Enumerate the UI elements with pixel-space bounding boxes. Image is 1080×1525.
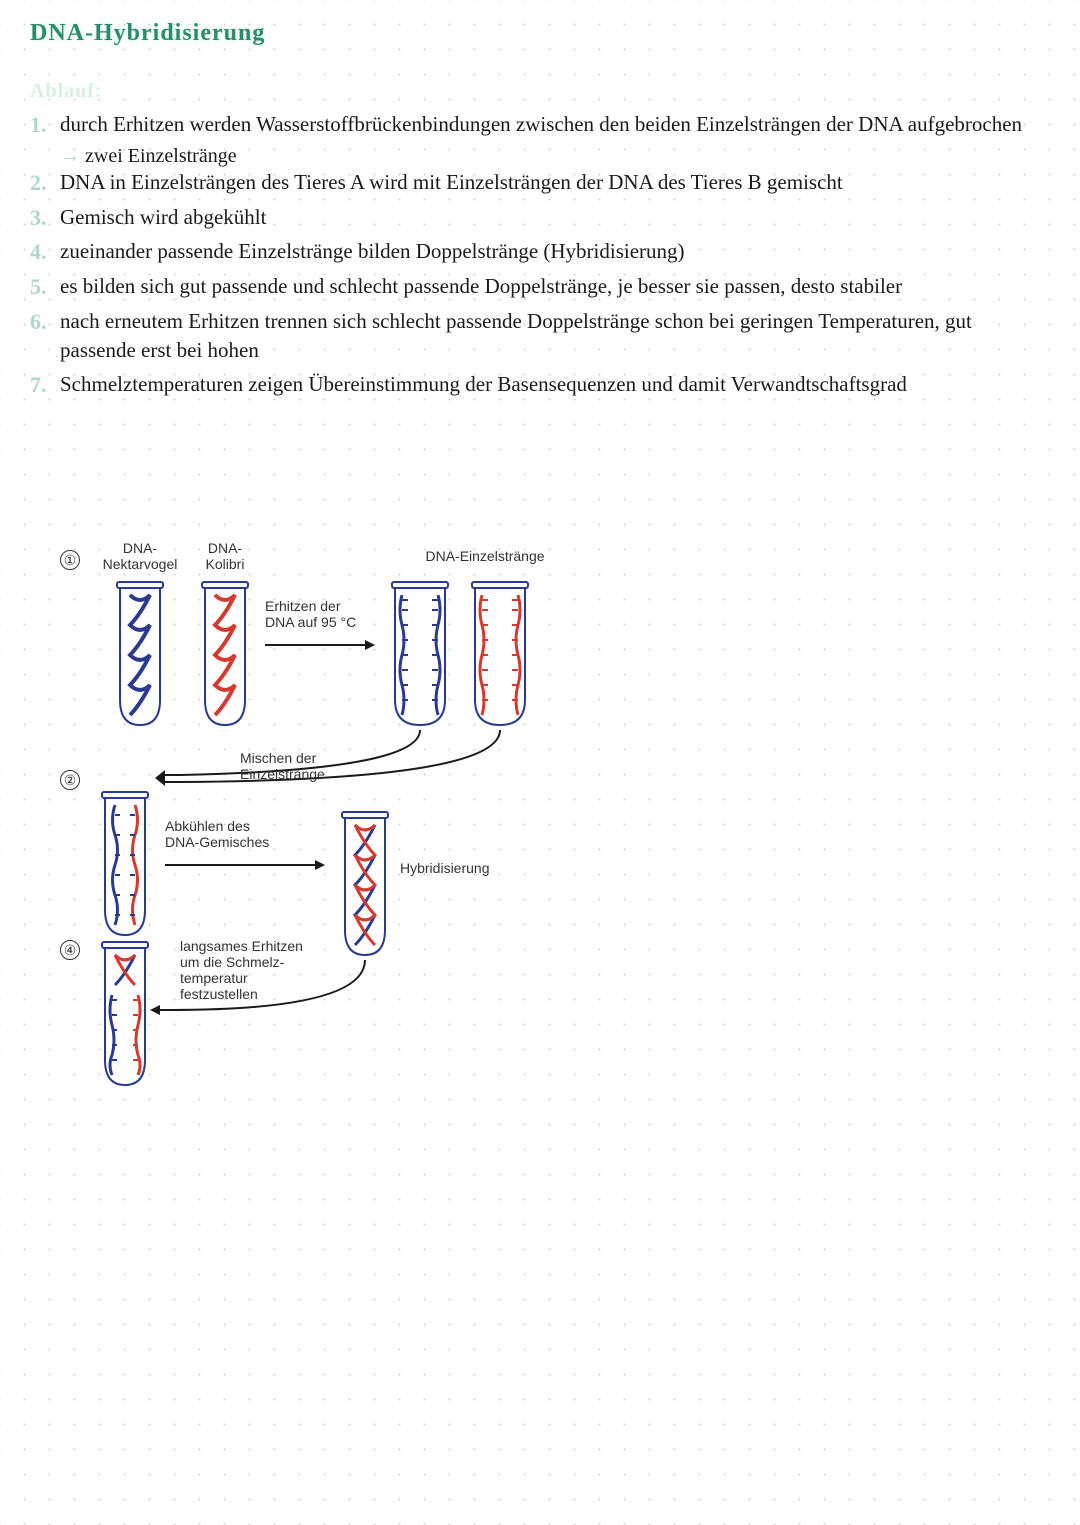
step-text: Schmelztemperaturen zeigen Übereinstimmu…	[60, 370, 907, 399]
step-item: 6. nach erneutem Erhitzen trennen sich s…	[30, 307, 1050, 366]
step-item: 2. DNA in Einzelsträngen des Tieres A wi…	[30, 168, 1050, 199]
step-text: nach erneutem Erhitzen trennen sich schl…	[60, 307, 1050, 366]
diagram-step-number: ②	[60, 770, 80, 790]
step-number: 4.	[30, 237, 60, 268]
test-tube-icon	[100, 940, 150, 1090]
step-item: 5. es bilden sich gut passende und schle…	[30, 272, 1050, 303]
test-tube-icon	[390, 580, 450, 730]
tube-label: DNA- Kolibri	[190, 540, 260, 572]
test-tube-icon	[340, 810, 390, 960]
test-tube-icon	[100, 790, 150, 940]
arrow-icon	[260, 630, 380, 660]
diagram: ① ② ④ DNA- Nektarvogel DNA- Kolibri DNA-…	[60, 540, 680, 1100]
page-title: DNA-Hybridisierung	[30, 20, 265, 47]
step-text: zueinander passende Einzelstränge bilden…	[60, 237, 685, 266]
step-subtext: zwei Einzelstränge	[60, 145, 1050, 168]
step-number: 3.	[30, 203, 60, 234]
diagram-step-number: ①	[60, 550, 80, 570]
arrow-label: Erhitzen der DNA auf 95 °C	[265, 598, 375, 630]
diagram-label: Hybridisierung	[400, 860, 520, 876]
arrow-icon	[160, 850, 330, 880]
step-text: durch Erhitzen werden Wasserstoffbrücken…	[60, 110, 1022, 139]
steps-list: 1. durch Erhitzen werden Wasserstoffbrüc…	[30, 110, 1050, 405]
step-number: 5.	[30, 272, 60, 303]
step-item: 1. durch Erhitzen werden Wasserstoffbrüc…	[30, 110, 1050, 141]
arrow-label: Mischen der Einzelstränge	[240, 750, 360, 782]
step-number: 1.	[30, 110, 60, 141]
diagram-step-number: ④	[60, 940, 80, 960]
arrow-label: Abkühlen des DNA-Gemisches	[165, 818, 295, 850]
step-number: 7.	[30, 370, 60, 401]
tube-label: DNA-Einzelstränge	[410, 548, 560, 564]
subheading: Ablauf:	[30, 80, 103, 103]
tube-label: DNA- Nektarvogel	[100, 540, 180, 572]
step-number: 6.	[30, 307, 60, 338]
test-tube-icon	[115, 580, 165, 730]
test-tube-icon	[200, 580, 250, 730]
step-number: 2.	[30, 168, 60, 199]
arrow-label: langsames Erhitzen um die Schmelz- tempe…	[180, 938, 330, 1002]
step-item: 4. zueinander passende Einzelstränge bil…	[30, 237, 1050, 268]
step-item: 3. Gemisch wird abgekühlt	[30, 203, 1050, 234]
step-text: Gemisch wird abgekühlt	[60, 203, 266, 232]
step-text: es bilden sich gut passende und schlecht…	[60, 272, 902, 301]
test-tube-icon	[470, 580, 530, 730]
step-text: DNA in Einzelsträngen des Tieres A wird …	[60, 168, 843, 197]
step-item: 7. Schmelztemperaturen zeigen Übereinsti…	[30, 370, 1050, 401]
